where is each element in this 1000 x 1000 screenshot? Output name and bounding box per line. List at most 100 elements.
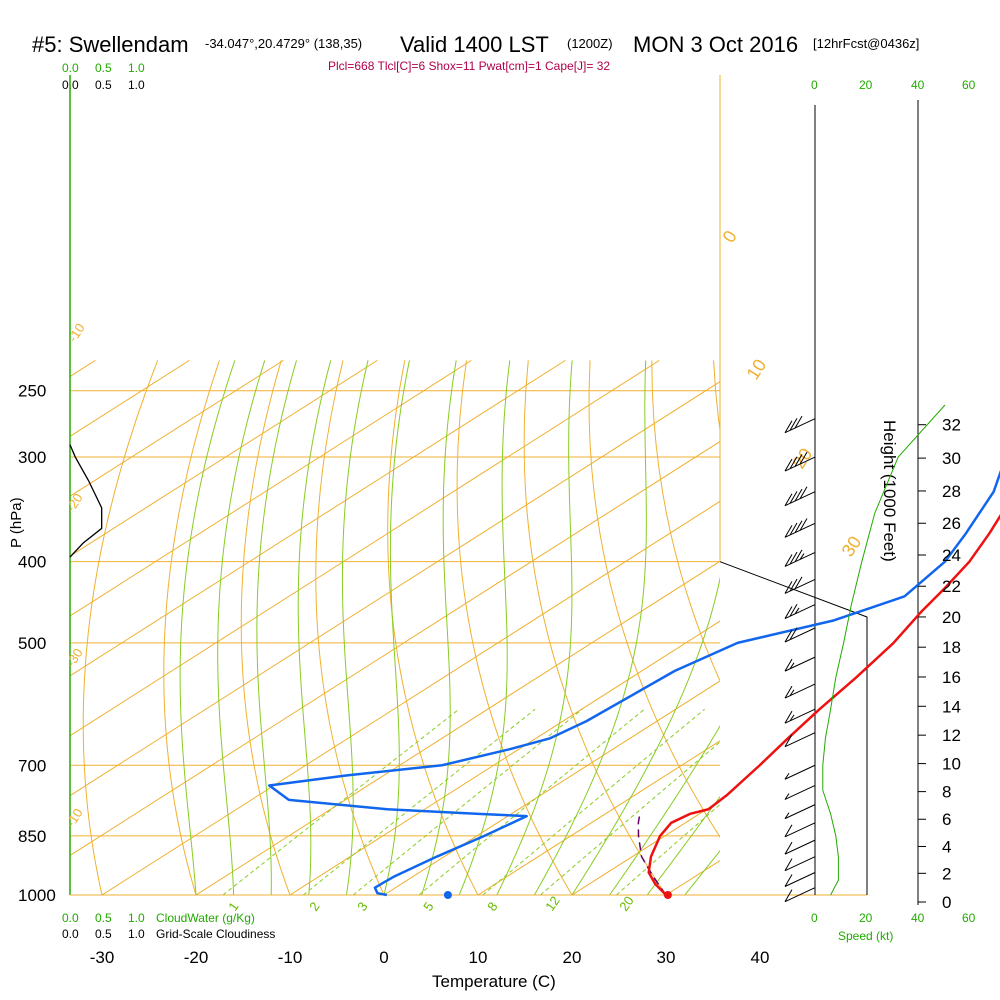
mixing-ratio-line — [222, 708, 460, 895]
pressure-tick-label: 850 — [18, 827, 46, 846]
forecast-info: [12hrFcst@0436z] — [813, 36, 919, 51]
wind-barb-feather — [789, 456, 798, 469]
wind-barb-half-feather — [784, 812, 790, 819]
dry-adiabat-line — [961, 360, 1000, 912]
moist-adiabat-line — [496, 360, 573, 895]
isotherm-line — [571, 800, 720, 895]
isotherm-line — [70, 359, 472, 617]
pressure-tick-label: 500 — [18, 634, 46, 653]
bottom-cloudwater-tick-2: 1.0 — [128, 911, 145, 925]
wind-barb-feather — [784, 525, 793, 538]
wind-barb-feather — [789, 418, 798, 431]
bottom-speed-tick-2: 40 — [911, 911, 925, 925]
top-speed-tick-1: 20 — [859, 78, 873, 92]
wind-barb-feather — [784, 581, 793, 594]
isotherm-line — [195, 560, 720, 895]
height-tick-label: 30 — [942, 449, 961, 468]
mixing-ratio-label: 20 — [616, 893, 637, 913]
wind-barb-feather — [794, 520, 803, 534]
temperature-tick-label: 30 — [657, 948, 676, 967]
wind-barb-staff — [784, 804, 816, 820]
top-cloudwater-tick-0: 0.0 — [62, 61, 79, 75]
wind-barb-half-feather — [784, 793, 790, 800]
valid-zulu: (1200Z) — [567, 36, 613, 51]
wind-barb-feather — [789, 522, 798, 536]
height-tick-label: 18 — [942, 638, 961, 657]
wind-barb-staff — [784, 839, 816, 855]
wind-barb-feather — [789, 627, 798, 640]
bottom-cloudwater-tick-0: 0.0 — [62, 911, 79, 925]
isotherm-label: -30 — [63, 646, 86, 670]
x-axis-title: Temperature (C) — [432, 972, 556, 991]
wind-barb — [784, 872, 816, 887]
mixing-ratio-label: 5 — [420, 899, 436, 914]
isotherm-line — [70, 359, 378, 557]
isotherm-line — [70, 359, 190, 437]
wind-barb — [784, 518, 816, 538]
valid-time: Valid 1400 LST — [400, 32, 549, 57]
isotherm-label: -10 — [65, 321, 88, 345]
isotherm-label: 0 — [719, 227, 741, 246]
isotherm-line — [383, 680, 720, 895]
station-title: #5: Swellendam — [32, 32, 189, 57]
wind-barb-feather — [789, 491, 798, 504]
wind-barb — [784, 785, 816, 800]
wind-barb-feather — [789, 603, 798, 617]
isotherm-line — [289, 620, 720, 895]
wind-barb-half-feather — [789, 662, 795, 670]
cloudiness-line — [69, 444, 103, 558]
wind-barb-staff — [784, 785, 816, 800]
isotherm-line — [70, 381, 720, 797]
temperature-tick-label: 20 — [563, 948, 582, 967]
mixing-ratio-line — [482, 708, 705, 895]
wind-barb-feather — [784, 458, 793, 472]
sounding-profiles — [69, 444, 1000, 899]
dry-adiabat-line — [588, 360, 720, 838]
pressure-tick-label: 300 — [18, 448, 46, 467]
wind-barb-feather — [784, 734, 793, 747]
height-tick-label: 4 — [942, 837, 951, 856]
moist-adiabat-line — [458, 360, 511, 895]
wind-barb — [784, 603, 816, 619]
mixing-ratio-label: 2 — [306, 899, 322, 914]
moist-adiabat-line — [722, 360, 1000, 895]
bottom-speed-tick-1: 20 — [859, 911, 873, 925]
moist-adiabat-line — [341, 360, 369, 895]
temperature-line — [647, 513, 1000, 896]
top-cloudiness-tick-1: 0.5 — [95, 78, 112, 92]
dry-adiabat-line — [651, 360, 720, 683]
wind-barb-feather — [784, 874, 793, 887]
y-axis-title: P (hPa) — [8, 497, 25, 548]
wind-barb-feather — [784, 710, 793, 724]
wind-barb-feather — [799, 451, 808, 465]
moist-adiabat-line — [760, 360, 1000, 895]
bottom-cloudwater-tick-1: 0.5 — [95, 911, 112, 925]
pressure-tick-label: 250 — [18, 382, 46, 401]
isobar-grid — [70, 390, 720, 896]
wind-barb — [784, 656, 816, 672]
wind-barb-feather — [784, 824, 793, 838]
wind-barb-staff — [784, 764, 816, 780]
wind-barb — [784, 887, 816, 903]
bottom-cloudiness-tick-0: 0.0 — [62, 927, 79, 941]
mixing-ratio-line — [540, 741, 720, 895]
wind-panel — [784, 404, 946, 903]
surface-dewpoint-dot — [443, 891, 452, 899]
mixing-ratio-line — [303, 708, 536, 895]
wind-barb-feather — [784, 685, 793, 699]
dry-adiabat-line — [456, 360, 573, 895]
height-tick-label: 22 — [942, 577, 961, 596]
isotherm-line — [0, 360, 1, 895]
wind-barb — [784, 683, 816, 699]
isotherm-label: -20 — [63, 491, 86, 515]
y2-axis-title: Height (1000 Feet) — [880, 420, 899, 562]
dewpoint-line — [268, 469, 1000, 897]
wind-barb — [784, 804, 816, 820]
moist-adiabat-line — [421, 360, 457, 895]
dry-adiabat-line — [713, 360, 720, 434]
isotherm-line — [854, 360, 1000, 895]
height-tick-label: 16 — [942, 668, 961, 687]
height-tick-label: 0 — [942, 893, 951, 912]
wind-barb-feather — [794, 576, 803, 590]
